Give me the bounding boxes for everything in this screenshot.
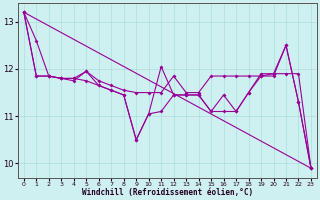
X-axis label: Windchill (Refroidissement éolien,°C): Windchill (Refroidissement éolien,°C) bbox=[82, 188, 253, 197]
